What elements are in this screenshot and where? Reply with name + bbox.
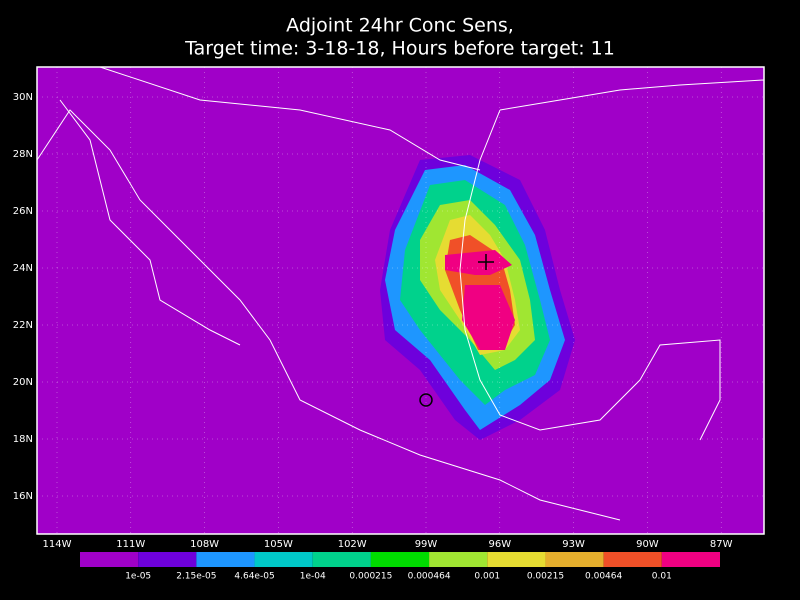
y-label: 28N [13, 149, 33, 160]
map-frame [36, 66, 765, 535]
colorbar-label: 0.000215 [349, 572, 392, 582]
y-label: 30N [13, 92, 33, 103]
pacific-coast [36, 109, 621, 521]
colorbar-label: 0.001 [474, 572, 500, 582]
colorbar-label: 1e-04 [300, 572, 326, 582]
us-coast [499, 79, 765, 111]
source-marker [419, 393, 433, 407]
sensitivity-field [380, 155, 575, 440]
markers [419, 254, 494, 407]
colorbar-box [661, 552, 720, 567]
colorbar-box [138, 552, 197, 567]
y-label: 22N [13, 320, 33, 331]
x-label: 114W [43, 539, 72, 550]
border [99, 66, 481, 171]
colorbar-box [254, 552, 313, 567]
x-label: 96W [488, 539, 511, 550]
x-label: 102W [338, 539, 367, 550]
x-label: 93W [562, 539, 585, 550]
x-label: 87W [710, 539, 733, 550]
gulf-coast [459, 109, 721, 441]
colorbar-box [603, 552, 662, 567]
y-label: 20N [13, 377, 33, 388]
colorbar-label: 2.15e-05 [176, 572, 216, 582]
x-label: 99W [415, 539, 438, 550]
x-label: 111W [116, 539, 145, 550]
baja-coast [59, 99, 241, 346]
colorbar-box [487, 552, 546, 567]
y-label: 24N [13, 263, 33, 274]
colorbar-label: 0.01 [652, 572, 672, 582]
x-label: 90W [636, 539, 659, 550]
colorbar-box [196, 552, 255, 567]
y-label: 26N [13, 206, 33, 217]
colorbar-label: 1e-05 [125, 572, 151, 582]
colorbar-label: 0.00464 [585, 572, 622, 582]
colorbar-box [370, 552, 430, 567]
colorbar-label: 4.64e-05 [234, 572, 274, 582]
coastlines [36, 66, 765, 521]
x-label: 108W [190, 539, 219, 550]
title-line: Adjoint 24hr Conc Sens, [286, 15, 514, 37]
title-line: Target time: 3-18-18, Hours before targe… [184, 38, 615, 60]
x-label: 105W [264, 539, 293, 550]
colorbar-box [429, 552, 488, 567]
colorbar-box [545, 552, 604, 567]
colorbar-label: 0.000464 [408, 572, 451, 582]
colorbar-box [80, 552, 139, 567]
contour-fill [462, 285, 515, 350]
y-label: 18N [13, 434, 33, 445]
y-label: 16N [13, 491, 33, 502]
colorbar-label: 0.00215 [527, 572, 564, 582]
colorbar-box [312, 552, 371, 567]
